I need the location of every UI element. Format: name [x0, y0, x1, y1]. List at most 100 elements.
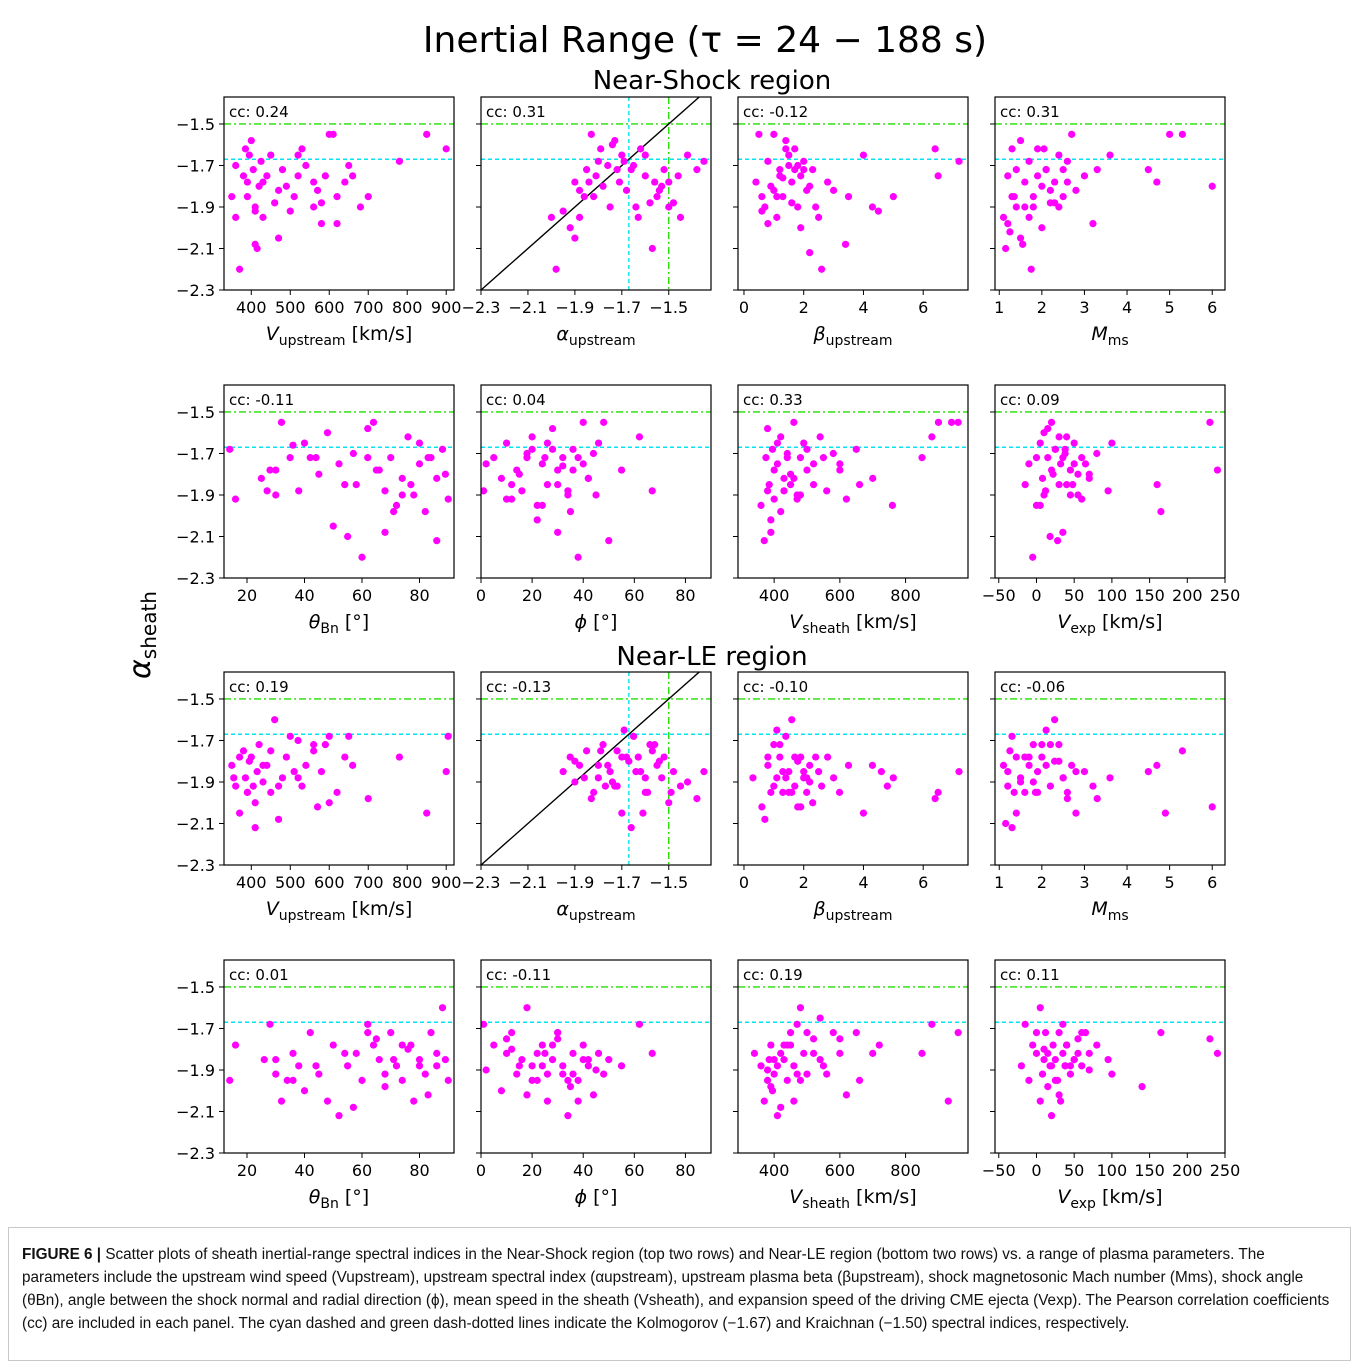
- axes-frame: [223, 384, 455, 579]
- data-point: [760, 537, 768, 545]
- data-point: [1047, 418, 1056, 426]
- data-point: [776, 166, 784, 174]
- data-point: [634, 753, 642, 761]
- data-point: [1072, 809, 1080, 817]
- data-point: [444, 495, 452, 503]
- data-point: [777, 433, 785, 441]
- data-point: [803, 788, 811, 796]
- data-point: [589, 1091, 598, 1099]
- y-tick-label: −1.9: [176, 1061, 215, 1080]
- data-point: [809, 481, 818, 489]
- data-point: [809, 1049, 818, 1057]
- data-point: [523, 454, 531, 462]
- data-point: [605, 1056, 613, 1064]
- data-point: [1208, 182, 1216, 190]
- y-tick-label: −2.3: [176, 1144, 215, 1163]
- data-point: [770, 1056, 778, 1064]
- data-point: [518, 487, 526, 495]
- data-point: [497, 474, 506, 482]
- x-axis-label: Vexp [km/s]: [1057, 611, 1162, 637]
- data-point: [235, 265, 244, 273]
- data-point: [755, 130, 763, 138]
- data-point: [579, 1056, 587, 1064]
- data-point: [306, 454, 314, 462]
- data-point: [816, 1056, 824, 1064]
- data-point: [779, 193, 787, 201]
- data-point: [310, 178, 318, 186]
- data-point: [819, 454, 828, 462]
- data-point: [934, 418, 943, 426]
- data-point: [554, 481, 562, 489]
- data-point: [594, 761, 602, 769]
- data-point: [1072, 768, 1080, 776]
- y-tick-label: −1.9: [176, 773, 215, 792]
- data-point: [806, 249, 814, 257]
- data-point: [1032, 454, 1041, 462]
- data-point: [1070, 439, 1078, 447]
- data-point: [594, 439, 603, 447]
- data-point: [1144, 166, 1152, 174]
- x-axis-label: αupstream: [556, 898, 635, 924]
- data-point: [390, 1056, 398, 1064]
- x-tick-label: 900: [431, 873, 462, 892]
- x-axis-unit: [°]: [339, 611, 369, 633]
- x-tick-label: 6: [918, 298, 928, 317]
- data-point: [515, 1062, 523, 1070]
- data-point: [594, 157, 602, 165]
- x-tick-label: 400: [759, 1161, 790, 1180]
- data-point: [508, 495, 516, 503]
- x-axis-unit: [km/s]: [1096, 611, 1163, 633]
- data-point: [604, 761, 612, 769]
- data-point: [669, 199, 678, 207]
- data-point: [325, 799, 333, 807]
- data-point: [283, 1076, 291, 1084]
- data-point: [944, 1097, 952, 1105]
- data-point: [559, 454, 567, 462]
- data-point: [1040, 1056, 1048, 1064]
- data-point: [323, 1097, 332, 1105]
- data-point: [955, 157, 963, 165]
- data-point: [669, 768, 678, 776]
- data-point: [889, 193, 897, 201]
- data-point: [767, 1082, 775, 1091]
- data-point: [1093, 794, 1101, 803]
- data-point: [665, 799, 673, 807]
- data-point: [239, 172, 248, 180]
- data-point: [773, 1112, 782, 1120]
- cc-label: cc: -0.06: [1000, 678, 1065, 696]
- x-tick-label: 50: [1064, 586, 1084, 605]
- data-point: [1051, 445, 1059, 453]
- data-point: [1106, 151, 1114, 159]
- data-point: [317, 219, 326, 228]
- data-point: [676, 213, 685, 221]
- data-point: [329, 522, 337, 530]
- x-axis-subscript: upstream: [279, 333, 346, 349]
- data-point: [548, 1056, 557, 1064]
- x-tick-label: 700: [353, 873, 384, 892]
- data-point: [800, 1049, 808, 1057]
- data-point: [381, 487, 389, 495]
- data-point: [1063, 433, 1071, 441]
- data-point: [571, 778, 579, 786]
- data-point: [589, 449, 598, 458]
- x-axis-unit: [km/s]: [850, 611, 917, 633]
- data-point: [345, 161, 353, 170]
- data-point: [1016, 136, 1025, 145]
- data-point: [274, 815, 283, 823]
- data-point: [764, 753, 772, 761]
- x-axis-label: βupstream: [813, 898, 893, 924]
- data-point: [620, 726, 628, 734]
- data-point: [1038, 1070, 1047, 1078]
- data-point: [369, 418, 378, 426]
- data-point: [1104, 487, 1112, 495]
- data-point: [1012, 166, 1020, 174]
- x-axis-symbol: V: [1057, 1186, 1072, 1208]
- axes-frame: [480, 96, 712, 291]
- data-point: [796, 1076, 805, 1084]
- data-point: [433, 1049, 441, 1057]
- data-point: [757, 501, 765, 509]
- data-point: [349, 1103, 357, 1111]
- data-point: [1038, 224, 1046, 232]
- data-point: [249, 166, 257, 174]
- x-tick-label: 700: [353, 298, 384, 317]
